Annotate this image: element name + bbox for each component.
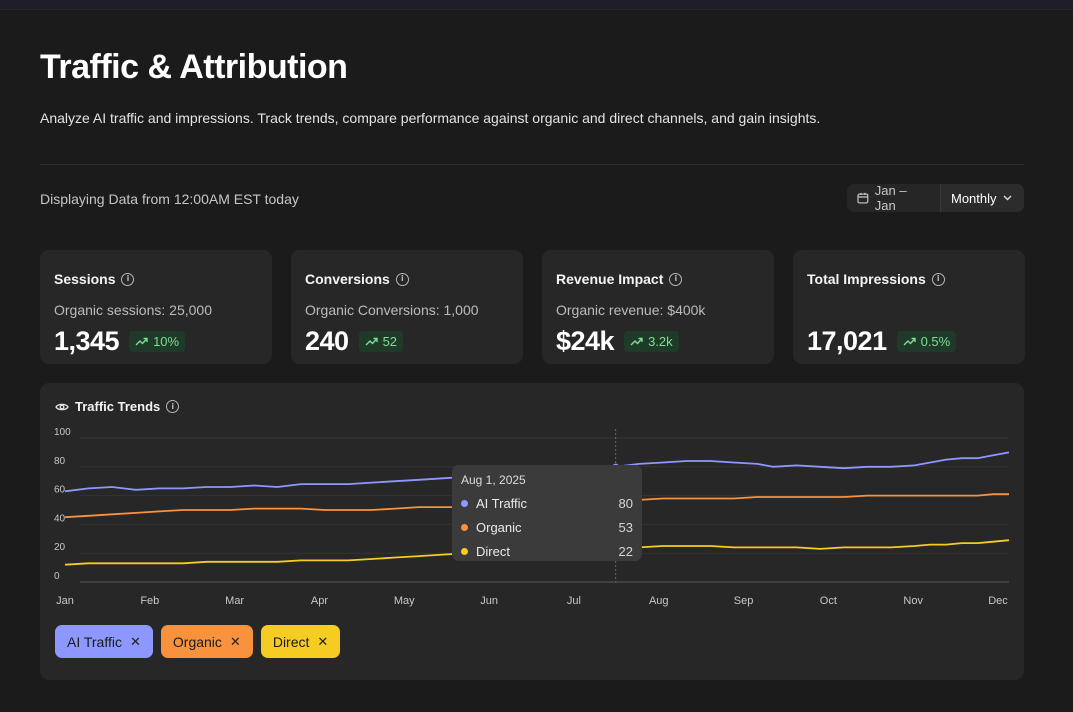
tooltip-series-name: Organic bbox=[476, 519, 522, 535]
eye-icon bbox=[55, 403, 69, 410]
date-range-label: Jan – Jan bbox=[874, 184, 907, 212]
date-range-picker[interactable]: Jan – Jan bbox=[847, 184, 941, 212]
info-icon[interactable]: i bbox=[931, 272, 945, 286]
x-tick-label: Feb bbox=[140, 595, 159, 607]
series-filter-chips: AI Traffic ✕ Organic ✕ Direct ✕ bbox=[55, 625, 341, 658]
chip-label: AI Traffic bbox=[67, 633, 122, 650]
x-tick-label: Aug bbox=[649, 595, 669, 607]
chart-header: Traffic Trends i bbox=[55, 399, 180, 414]
y-tick-label: 100 bbox=[54, 427, 71, 438]
page-title: Traffic & Attribution bbox=[40, 48, 348, 86]
direct-dot bbox=[461, 547, 468, 555]
info-icon[interactable]: i bbox=[166, 400, 180, 413]
stat-card-revenue-impact: Revenue Impact i Organic revenue: $400k $… bbox=[542, 250, 774, 364]
trend-value: 0.5% bbox=[920, 334, 951, 349]
trend-up-icon bbox=[135, 337, 148, 346]
trend-up-icon bbox=[630, 337, 643, 346]
organic-dot bbox=[461, 523, 468, 531]
chevron-down-icon bbox=[1003, 195, 1012, 201]
x-tick-label: Sep bbox=[734, 595, 754, 607]
chip-ai-traffic[interactable]: AI Traffic ✕ bbox=[55, 625, 153, 658]
period-select[interactable]: Monthly bbox=[941, 184, 1024, 212]
y-tick-label: 20 bbox=[54, 542, 66, 553]
page-subtitle: Analyze AI traffic and impressions. Trac… bbox=[40, 110, 821, 126]
card-title: Revenue Impact bbox=[556, 271, 664, 287]
traffic-trends-card: Traffic Trends i 0 20 40 60 80 100 Jan Feb Mar Ap… bbox=[40, 383, 1024, 680]
date-controls: Jan – Jan Monthly bbox=[847, 184, 1024, 212]
card-value: 240 bbox=[305, 326, 349, 356]
top-bar bbox=[0, 0, 1073, 10]
stat-card-conversions: Conversions i Organic Conversions: 1,000 … bbox=[291, 250, 523, 364]
y-tick-label: 60 bbox=[54, 485, 66, 496]
close-icon[interactable]: ✕ bbox=[229, 633, 241, 649]
tooltip-series-name: Direct bbox=[476, 543, 510, 559]
tooltip-series-name: AI Traffic bbox=[476, 495, 528, 511]
x-tick-label: Oct bbox=[820, 595, 837, 607]
trend-badge: 0.5% bbox=[896, 331, 957, 352]
x-tick-label: Jan bbox=[56, 595, 74, 607]
chart-tooltip: Aug 1, 2025 AI Traffic 80 Organic 53 Dir… bbox=[452, 465, 642, 561]
chip-label: Organic bbox=[172, 633, 222, 650]
trend-up-icon bbox=[365, 337, 378, 346]
card-subtext: Organic Conversions: 1,000 bbox=[305, 302, 479, 318]
tooltip-row-ai-traffic: AI Traffic 80 bbox=[461, 491, 633, 515]
tooltip-series-value: 22 bbox=[618, 543, 633, 559]
trend-badge: 52 bbox=[358, 331, 404, 352]
x-tick-label: May bbox=[394, 595, 415, 607]
tooltip-row-direct: Direct 22 bbox=[461, 539, 633, 563]
y-tick-label: 40 bbox=[54, 513, 66, 524]
period-label: Monthly bbox=[951, 190, 997, 206]
divider bbox=[40, 164, 1024, 165]
card-value: $24k bbox=[556, 326, 615, 356]
card-value: 1,345 bbox=[54, 326, 120, 356]
card-subtext: Organic sessions: 25,000 bbox=[54, 302, 212, 318]
x-tick-label: Dec bbox=[988, 595, 1008, 607]
ai-traffic-dot bbox=[461, 499, 468, 507]
x-tick-label: Jun bbox=[480, 595, 498, 607]
x-tick-label: Apr bbox=[311, 595, 328, 607]
stat-card-sessions: Sessions i Organic sessions: 25,000 1,345… bbox=[40, 250, 272, 364]
tooltip-date: Aug 1, 2025 bbox=[461, 473, 526, 487]
x-tick-label: Nov bbox=[903, 595, 923, 607]
info-icon[interactable]: i bbox=[121, 272, 135, 286]
card-subtext bbox=[807, 302, 1011, 318]
info-icon[interactable]: i bbox=[395, 272, 409, 286]
trend-value: 3.2k bbox=[648, 334, 673, 349]
close-icon[interactable]: ✕ bbox=[129, 633, 141, 649]
trend-value: 52 bbox=[382, 334, 398, 349]
x-tick-label: Jul bbox=[567, 595, 581, 607]
chip-label: Direct bbox=[272, 633, 310, 650]
card-subtext: Organic revenue: $400k bbox=[556, 302, 706, 318]
tooltip-series-value: 53 bbox=[618, 519, 633, 535]
trend-badge: 10% bbox=[129, 331, 186, 352]
chip-direct[interactable]: Direct ✕ bbox=[260, 625, 341, 658]
stat-card-total-impressions: Total Impressions i 17,021 0.5% bbox=[793, 250, 1025, 364]
chip-organic[interactable]: Organic ✕ bbox=[160, 625, 253, 658]
card-title: Conversions bbox=[305, 271, 390, 287]
display-note: Displaying Data from 12:00AM EST today bbox=[40, 191, 299, 207]
calendar-icon bbox=[857, 192, 869, 204]
info-icon[interactable]: i bbox=[669, 272, 683, 286]
close-icon[interactable]: ✕ bbox=[317, 633, 329, 649]
card-value: 17,021 bbox=[807, 326, 887, 356]
x-tick-label: Mar bbox=[225, 595, 244, 607]
card-title: Sessions bbox=[54, 271, 116, 287]
y-tick-label: 80 bbox=[54, 456, 66, 467]
card-title: Total Impressions bbox=[807, 271, 926, 287]
trend-value: 10% bbox=[153, 334, 180, 349]
tooltip-series-value: 80 bbox=[618, 495, 633, 511]
chart-title: Traffic Trends bbox=[75, 399, 161, 414]
y-tick-label: 0 bbox=[54, 571, 60, 582]
tooltip-row-organic: Organic 53 bbox=[461, 515, 633, 539]
trend-up-icon bbox=[903, 337, 916, 346]
trend-badge: 3.2k bbox=[624, 331, 679, 352]
